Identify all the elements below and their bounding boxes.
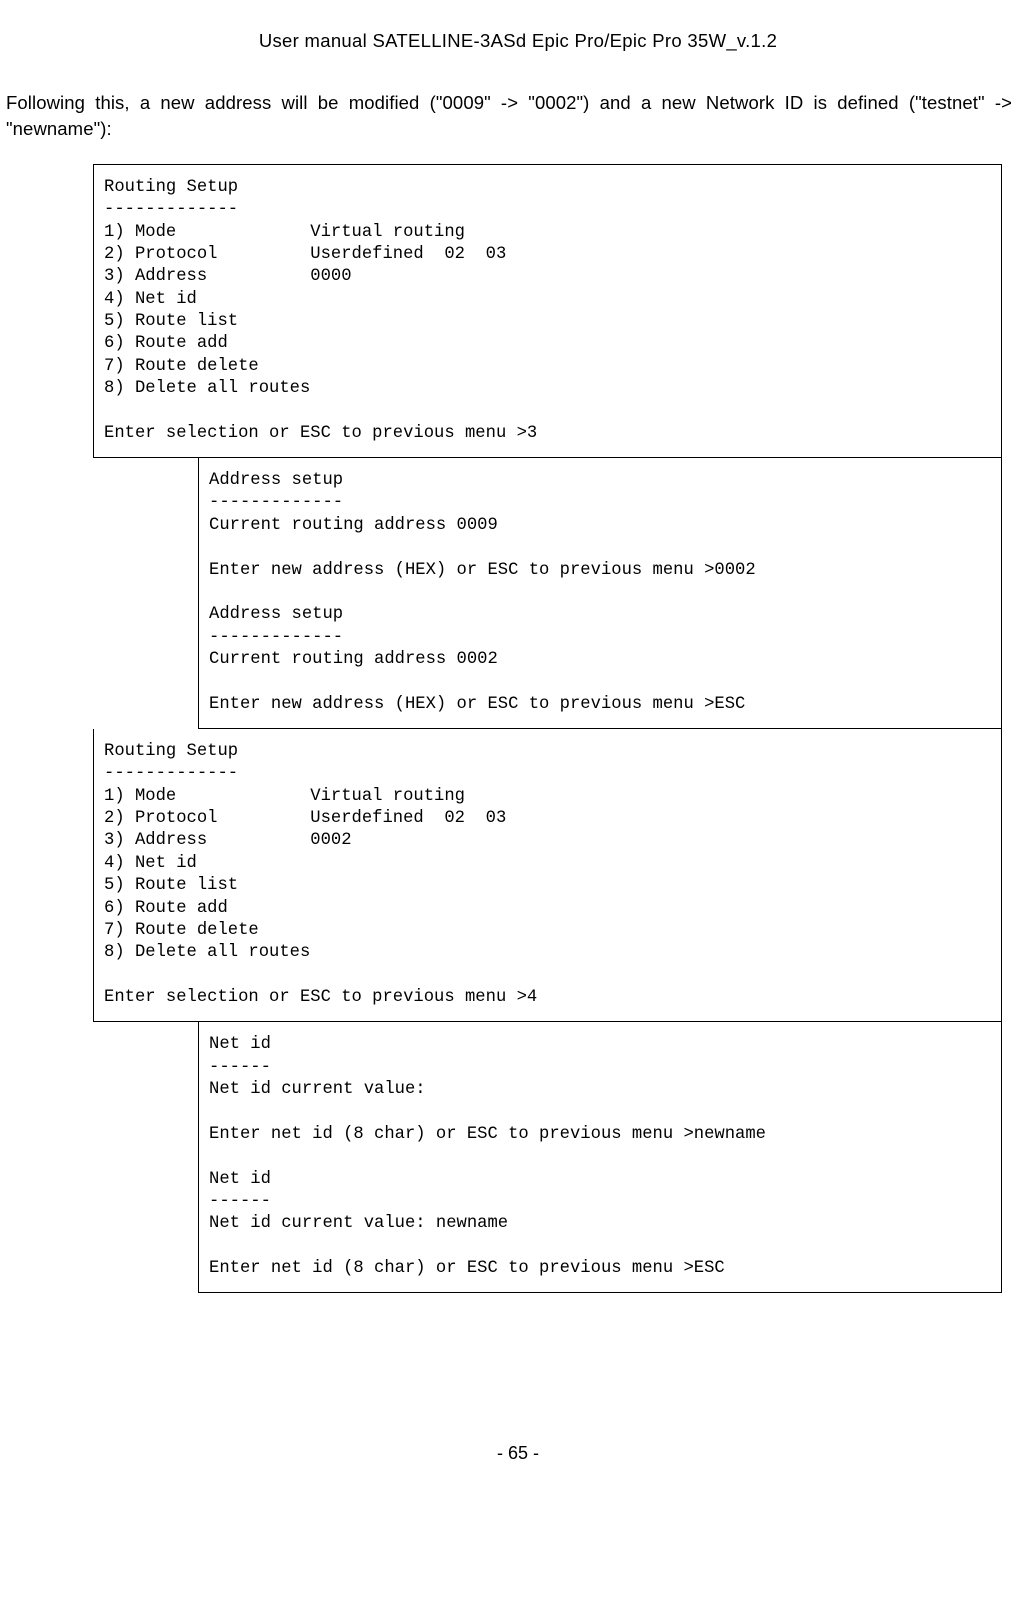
page-number: - 65 - [6,1443,1030,1464]
terminal-box-address-setup: Address setup ------------- Current rout… [198,458,1002,729]
terminal-box-net-id: Net id ------ Net id current value: Ente… [198,1022,1002,1293]
page-header-title: User manual SATELLINE-3ASd Epic Pro/Epic… [6,30,1030,52]
terminal-box-routing-setup-2: Routing Setup ------------- 1) Mode Virt… [93,729,1002,1022]
intro-paragraph: Following this, a new address will be mo… [6,90,1012,142]
terminal-box-routing-setup-1: Routing Setup ------------- 1) Mode Virt… [93,164,1002,458]
